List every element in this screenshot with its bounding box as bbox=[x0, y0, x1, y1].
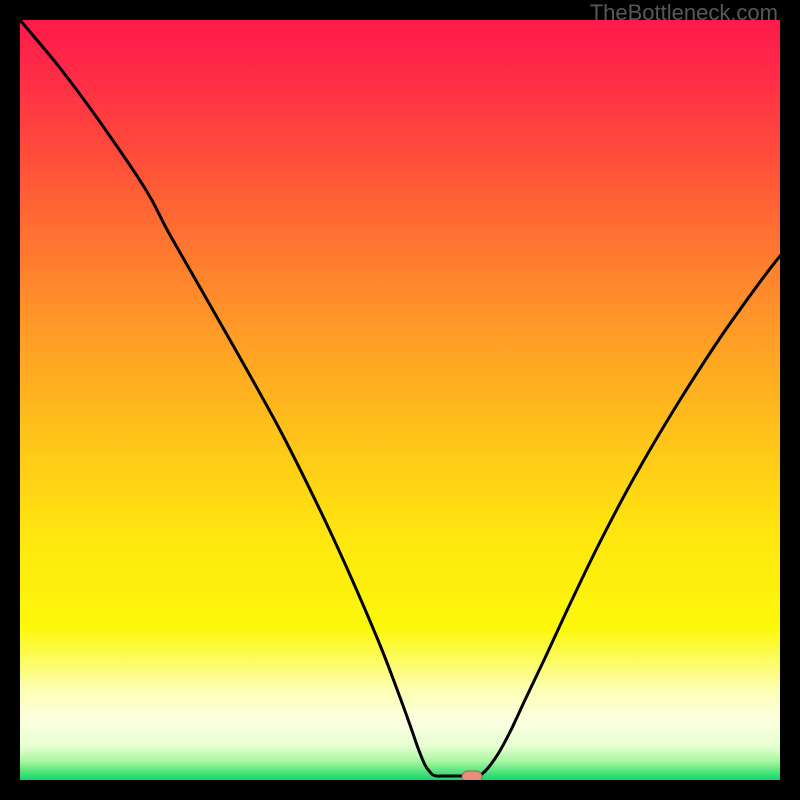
plot-area bbox=[20, 20, 780, 780]
watermark-text: TheBottleneck.com bbox=[590, 0, 778, 26]
chart-frame: TheBottleneck.com bbox=[0, 0, 800, 800]
bottleneck-curve bbox=[20, 20, 780, 780]
